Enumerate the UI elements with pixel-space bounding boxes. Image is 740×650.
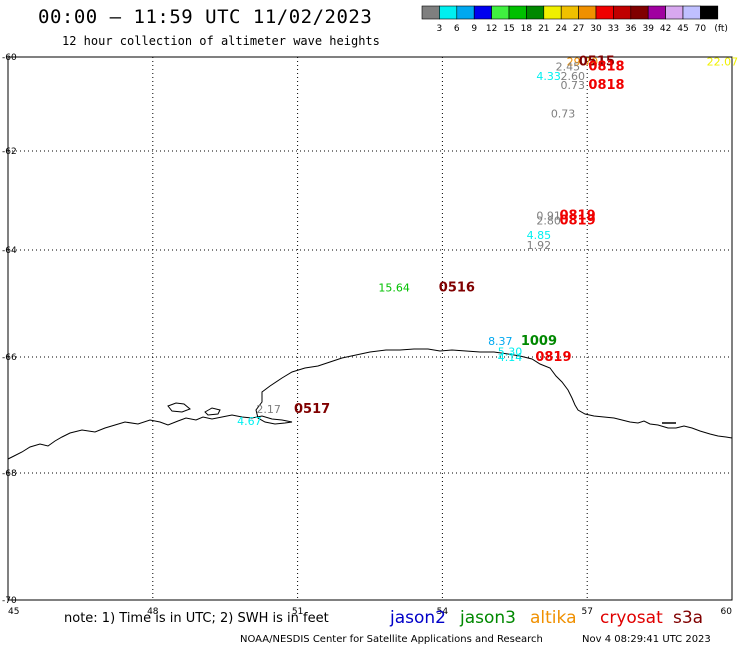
map-grid <box>8 57 732 600</box>
lon-label: 54 <box>437 607 449 617</box>
observation-label: 0819 <box>559 208 595 223</box>
scale-swatch <box>647 5 666 20</box>
lat-label: -62 <box>2 147 17 157</box>
coastline <box>7 348 733 460</box>
scale-swatch <box>665 5 684 20</box>
scale-label: 33 <box>608 24 619 34</box>
scale-swatch <box>682 5 701 20</box>
scale-label: 27 <box>573 24 584 34</box>
scale-label: 3 <box>437 24 443 34</box>
lat-label: -66 <box>2 353 17 363</box>
mission-s3a: s3a <box>673 608 704 628</box>
scale-label: 24 <box>555 24 567 34</box>
scale-swatch <box>595 5 614 20</box>
observation-label: 0819 <box>559 213 595 228</box>
scale-swatch <box>473 5 492 20</box>
scale-label: 15 <box>503 24 514 34</box>
scale-swatch <box>439 5 458 20</box>
observation-label: 4.14 <box>498 351 523 364</box>
mission-jason3: jason3 <box>460 608 516 628</box>
observation-label: 0.73 <box>560 79 585 92</box>
scale-swatch <box>578 5 597 20</box>
observation-label: 2.60 <box>560 70 585 83</box>
scale-swatch <box>560 5 579 20</box>
observation-label: 0517 <box>294 402 330 417</box>
observation-label: 2.17 <box>256 403 281 416</box>
scale-swatch <box>613 5 632 20</box>
lon-label: 57 <box>581 607 592 617</box>
scale-swatch <box>700 5 719 20</box>
page-title: 00:00 – 11:59 UTC 11/02/2023 <box>38 6 373 28</box>
mission-jason2: jason2 <box>390 608 446 628</box>
observation-label: 4.85 <box>527 229 552 242</box>
observation-label: 8.37 <box>488 335 513 348</box>
scale-swatch <box>491 5 510 20</box>
page-subtitle: 12 hour collection of altimeter wave hei… <box>62 34 380 48</box>
observation-label: 5.30 <box>498 346 523 359</box>
scale-label: 18 <box>521 24 533 34</box>
scale-label: 21 <box>538 24 549 34</box>
lat-label: -60 <box>2 53 17 63</box>
observation-label: 0.91 <box>536 209 561 222</box>
observation-label: 0818 <box>588 78 624 93</box>
scale-label: 39 <box>642 24 654 34</box>
observation-label: 15.64 <box>378 281 410 294</box>
scale-label: 45 <box>677 24 688 34</box>
observation-label: 0818 <box>588 59 624 74</box>
mission-altika: altika <box>530 608 577 628</box>
scale-swatch <box>543 5 562 20</box>
observation-label: 1009 <box>521 334 557 349</box>
observation-label: 2.45 <box>556 60 581 73</box>
coastline-path <box>7 348 733 460</box>
scale-swatch <box>421 5 440 20</box>
scale-swatch <box>526 5 545 20</box>
observation-label: 4.33 <box>536 70 561 83</box>
observation-label: 0516 <box>439 280 475 295</box>
color-scale: 3 6 9 12 15 18 21 24 27 30 33 36 39 42 45 70 (ft) <box>421 5 728 34</box>
observation-label: 4.67 <box>237 415 262 428</box>
scale-label: 42 <box>660 24 671 34</box>
scale-swatch <box>456 5 475 20</box>
scale-label: (ft) <box>714 24 728 34</box>
scale-label: 36 <box>625 24 637 34</box>
observation-label: 2.80 <box>536 214 561 227</box>
footer-timestamp: Nov 4 08:29:41 UTC 2023 <box>582 634 711 645</box>
scale-label: 9 <box>471 24 477 34</box>
scale-swatch <box>508 5 527 20</box>
observation-label: 29.70 <box>567 56 599 69</box>
lon-label: 51 <box>292 607 303 617</box>
observation-label: 22.07 <box>707 56 739 69</box>
scale-swatch <box>630 5 649 20</box>
observation-label: 0515 <box>579 55 615 70</box>
lat-label: -64 <box>2 246 17 256</box>
island-outline <box>204 407 221 416</box>
map-border <box>7 56 733 601</box>
lon-label: 45 <box>8 607 19 617</box>
scale-label: 30 <box>590 24 602 34</box>
island-outline <box>167 402 191 413</box>
scale-label: 70 <box>695 24 707 34</box>
footer-note: note: 1) Time is in UTC; 2) SWH is in fe… <box>64 611 329 626</box>
scale-label: 12 <box>486 24 497 34</box>
footer-credit: NOAA/NESDIS Center for Satellite Applica… <box>240 634 543 645</box>
observation-label: 1.92 <box>527 239 552 252</box>
lon-label: 60 <box>721 607 733 617</box>
observation-label: 0819 <box>535 350 571 365</box>
scale-label: 6 <box>454 24 460 34</box>
observation-label: 0.73 <box>551 107 576 120</box>
lon-label: 48 <box>147 607 159 617</box>
lat-label: -70 <box>2 596 17 606</box>
mission-cryosat: cryosat <box>600 608 663 628</box>
lat-label: -68 <box>2 469 17 479</box>
map-frame <box>7 56 733 601</box>
